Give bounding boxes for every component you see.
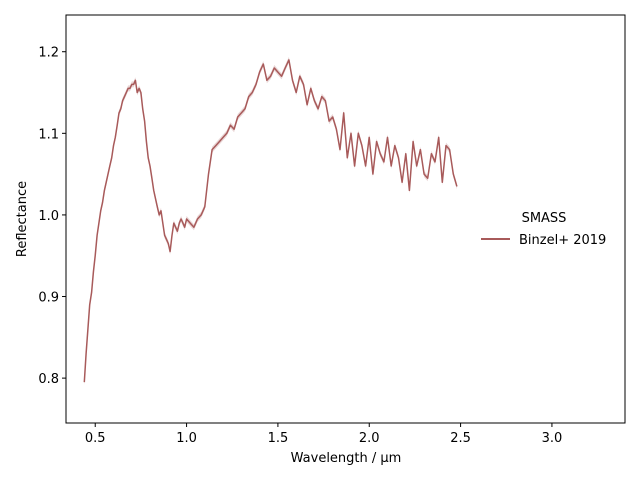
x-tick-label: 2.5 bbox=[450, 431, 471, 446]
x-tick-label: 2.0 bbox=[359, 431, 380, 446]
x-tick-label: 1.0 bbox=[176, 431, 197, 446]
x-axis-ticks: 0.5 1.0 1.5 2.0 2.5 3.0 bbox=[85, 423, 562, 446]
legend-title: SMASS bbox=[522, 211, 567, 226]
axes-frame bbox=[65, 14, 626, 424]
x-axis-label: Wavelength / µm bbox=[291, 451, 402, 466]
y-tick-label: 1.2 bbox=[38, 46, 59, 61]
y-axis-label: Reflectance bbox=[15, 181, 30, 257]
x-tick-label: 1.5 bbox=[268, 431, 289, 446]
y-tick-label: 0.8 bbox=[38, 372, 59, 387]
plot-area bbox=[83, 56, 458, 386]
x-tick-label: 0.5 bbox=[85, 431, 106, 446]
y-axis-ticks: 0.8 0.9 1.0 1.1 1.2 bbox=[38, 46, 66, 387]
legend-entry-binzel-2019: Binzel+ 2019 bbox=[519, 233, 606, 248]
y-tick-label: 1.1 bbox=[38, 127, 59, 142]
legend: SMASS Binzel+ 2019 bbox=[481, 211, 606, 248]
x-tick-label: 3.0 bbox=[542, 431, 563, 446]
series-line-binzel-2019 bbox=[83, 59, 458, 383]
y-tick-label: 0.9 bbox=[38, 291, 59, 306]
y-tick-label: 1.0 bbox=[38, 209, 59, 224]
